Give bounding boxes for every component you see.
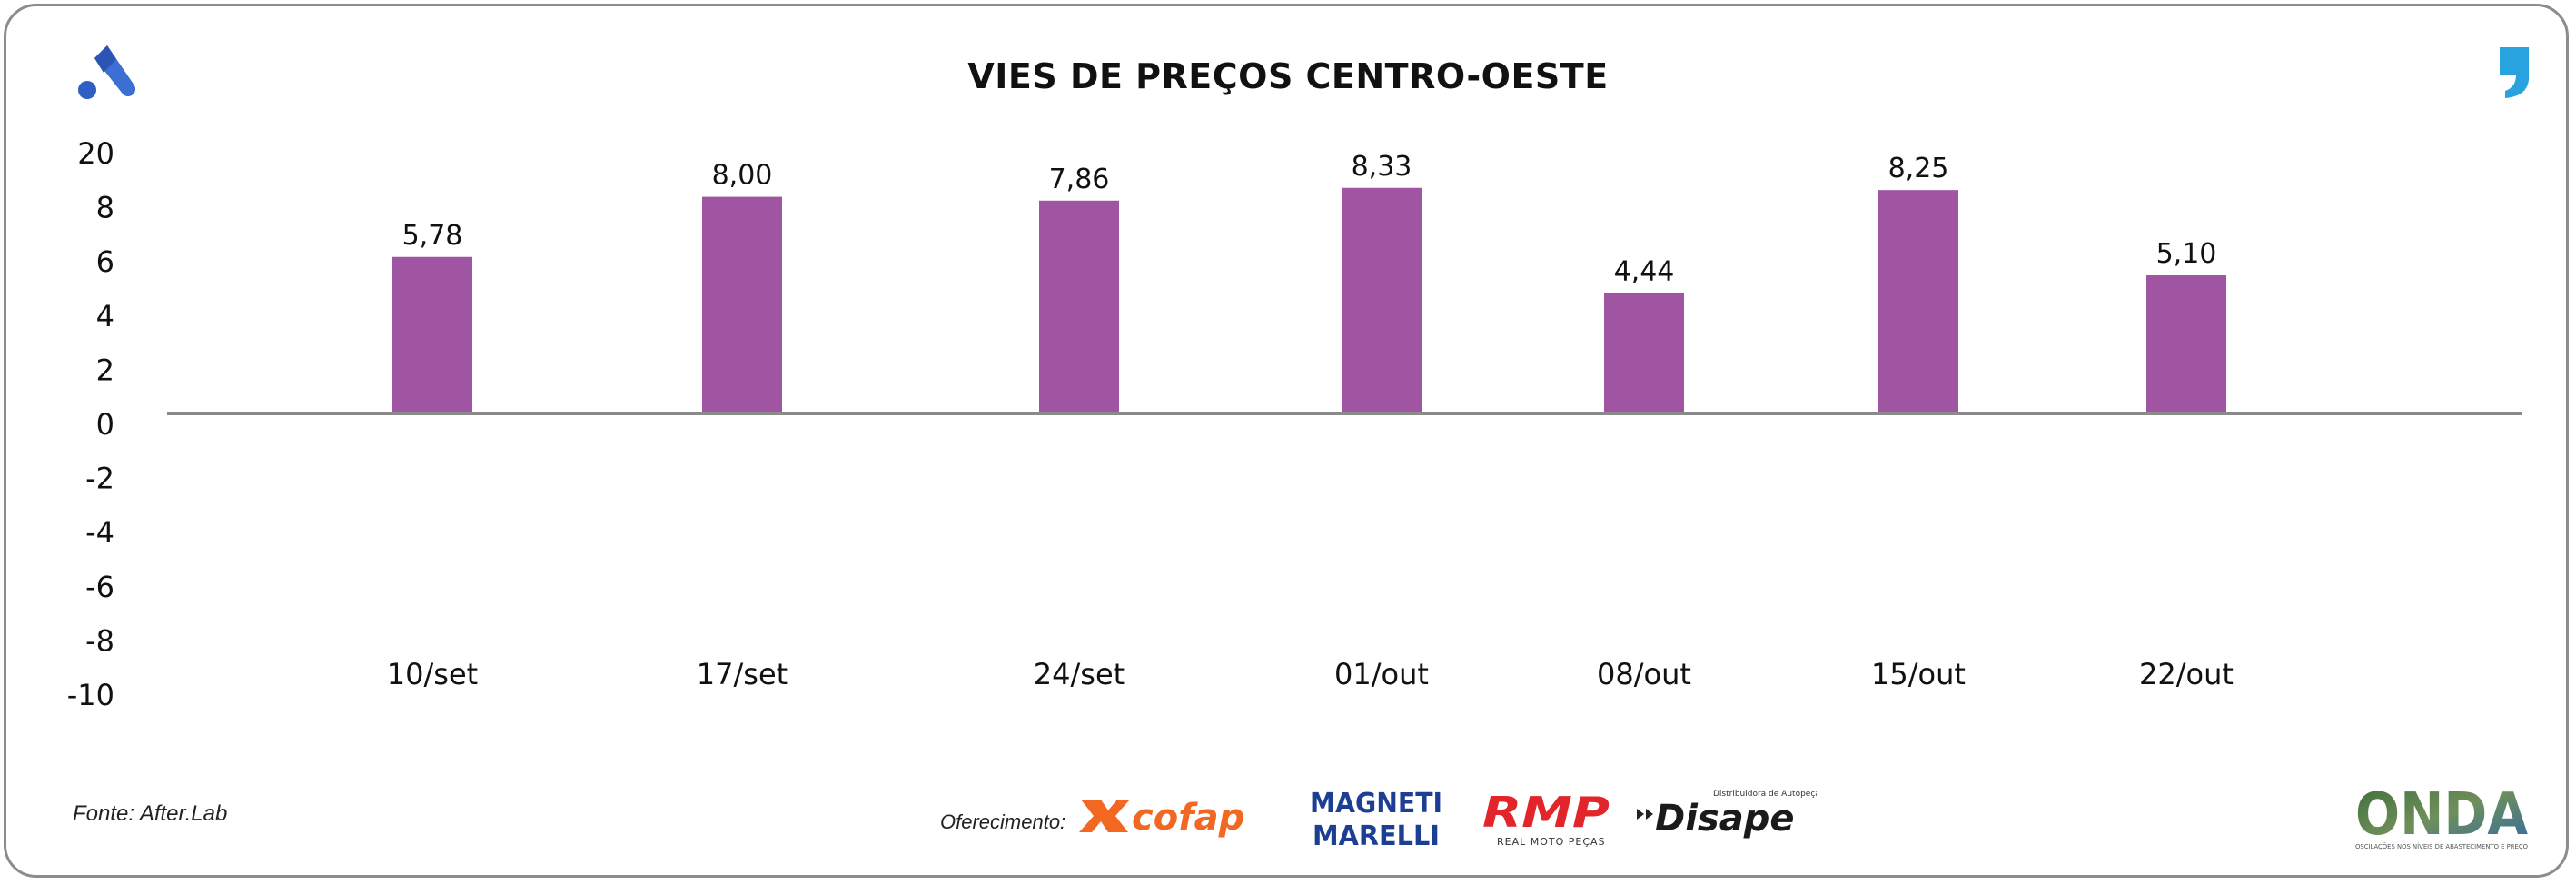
- onda-tagline: OSCILAÇÕES NOS NÍVEIS DE ABASTECIMENTO E…: [2355, 842, 2528, 850]
- y-tick-label: 6: [96, 244, 114, 279]
- onda-text: ONDA: [2355, 781, 2528, 849]
- y-tick-label: 4: [96, 299, 114, 333]
- onda-logo: ONDA OSCILAÇÕES NOS NÍVEIS DE ABASTECIME…: [2355, 781, 2528, 850]
- data-label: 8,33: [1352, 151, 1412, 183]
- cofap-text: cofap: [1132, 797, 1244, 839]
- x-tick-label: 01/out: [1334, 657, 1429, 691]
- x-tick-label: 10/set: [387, 657, 478, 691]
- y-tick-label: 20: [77, 136, 114, 171]
- chart-title: VIES DE PREÇOS CENTRO-OESTE: [967, 56, 1609, 96]
- data-label: 5,10: [2156, 238, 2217, 270]
- x-tick-label: 08/out: [1597, 657, 1691, 691]
- x-tick-label: 22/out: [2139, 657, 2234, 691]
- data-label: 5,78: [402, 220, 463, 252]
- bar: [2146, 275, 2226, 413]
- y-tick-label: 0: [96, 407, 114, 442]
- data-label: 4,44: [1614, 256, 1675, 288]
- rmp-logo: RMP REAL MOTO PEÇAS: [1482, 788, 1610, 848]
- magneti-marelli-logo: MAGNETI MARELLI: [1310, 788, 1442, 850]
- data-label: 8,25: [1888, 153, 1949, 184]
- y-tick-label: -10: [67, 678, 114, 712]
- x-tick-label: 17/set: [697, 657, 788, 691]
- brand-a-icon: [78, 45, 136, 99]
- x-tick-label: 15/out: [1871, 657, 1966, 691]
- rmp-sublabel: REAL MOTO PEÇAS: [1497, 836, 1606, 848]
- data-label: 7,86: [1049, 164, 1110, 195]
- rmp-text: RMP: [1482, 788, 1610, 837]
- y-tick-label: -8: [85, 623, 114, 658]
- y-tick-label: -2: [85, 462, 114, 496]
- y-tick-label: -4: [85, 515, 114, 550]
- y-tick-label: 2: [96, 353, 114, 387]
- quote-mark-icon: [2500, 47, 2529, 98]
- bar: [1039, 200, 1119, 413]
- disape-sublabel: Distribuidora de Autopeças: [1713, 790, 1817, 799]
- disape-text: Disape: [1655, 798, 1794, 840]
- cofap-logo: cofap: [1079, 797, 1244, 839]
- magneti-text: MAGNETI: [1310, 788, 1442, 820]
- bar: [1604, 293, 1684, 413]
- y-tick-label: 8: [96, 191, 114, 225]
- marelli-text: MARELLI: [1313, 820, 1440, 850]
- bar: [1878, 190, 1958, 413]
- sponsor-label: Oferecimento:: [940, 810, 1066, 833]
- x-tick-label: 24/set: [1034, 657, 1125, 691]
- source-note: Fonte: After.Lab: [73, 801, 228, 826]
- bar: [1342, 187, 1422, 413]
- data-label: 8,00: [712, 160, 773, 192]
- bar: [392, 256, 472, 413]
- bar: [702, 196, 782, 413]
- disape-logo: Distribuidora de Autopeças Disape: [1637, 790, 1817, 840]
- y-tick-label: -6: [85, 570, 114, 604]
- chart-card: [4, 4, 2569, 878]
